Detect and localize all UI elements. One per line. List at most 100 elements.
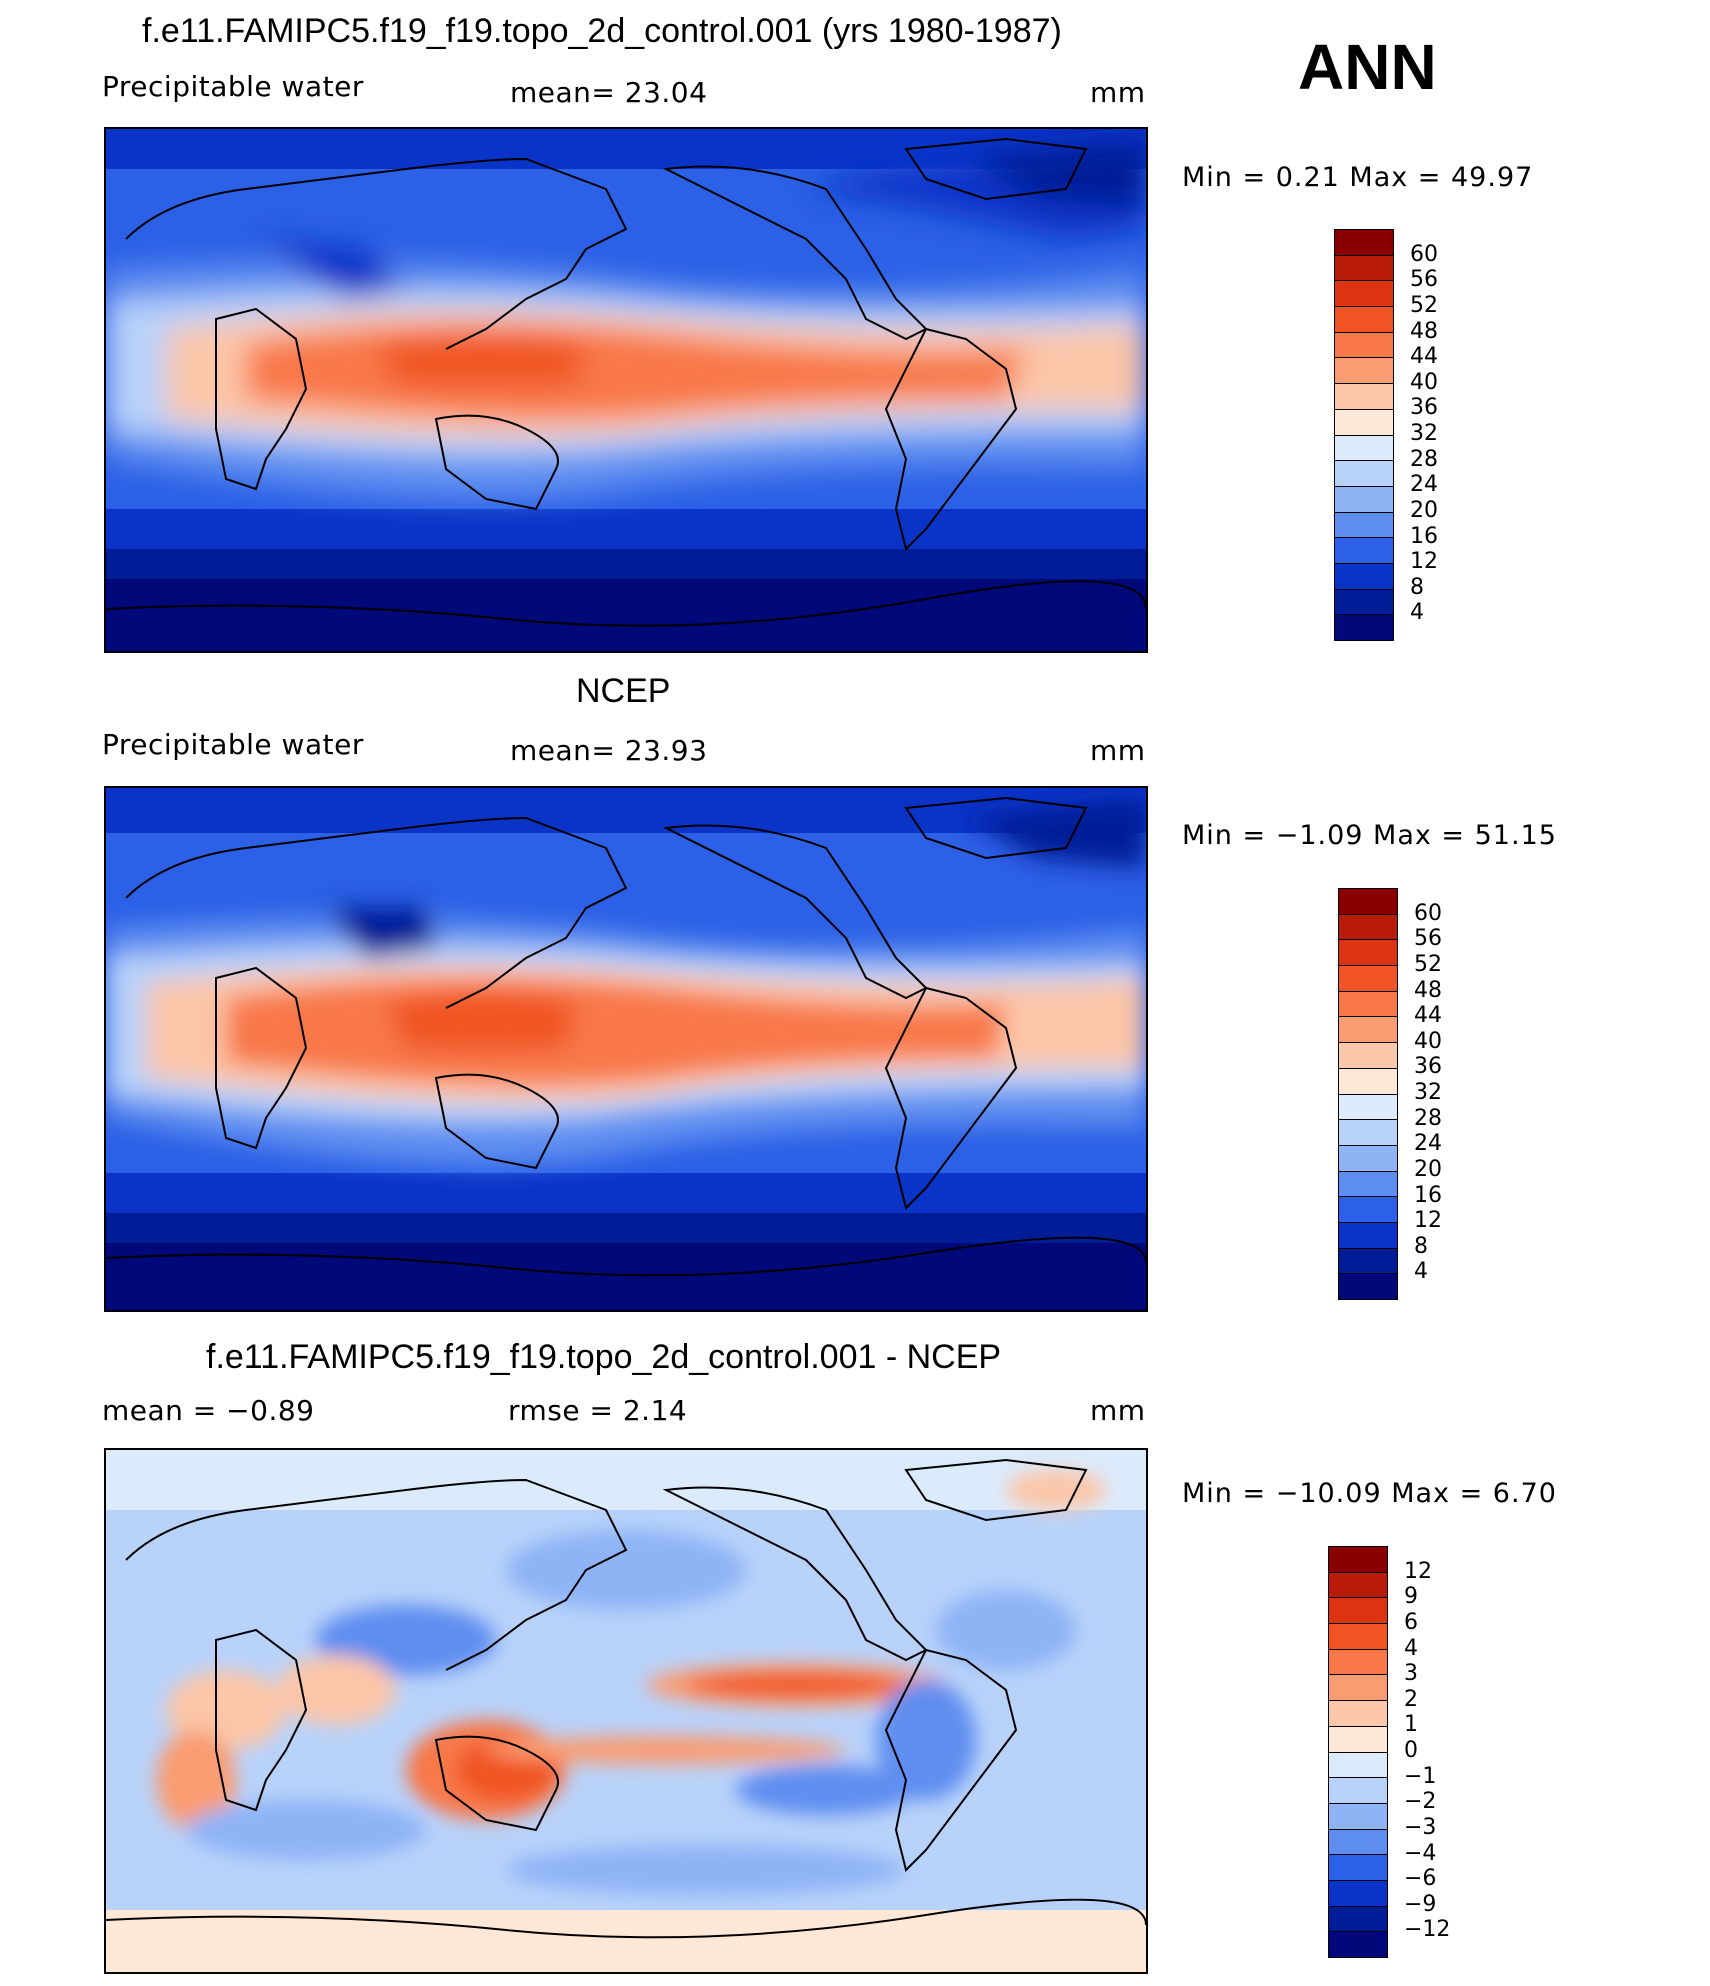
colorbar-level-label: 60 [1414,900,1442,926]
colorbar-level-label: 40 [1410,369,1438,395]
colorbar-box [1335,255,1393,282]
colorbar-level-label: −9 [1404,1891,1437,1917]
panel-1-coastlines [106,137,1146,627]
colorbar-level-label: 8 [1410,574,1424,600]
panel-2-colorbar [1338,888,1398,1300]
panel-1-colorbar-labels: 60 56 52 48 44 40 36 32 28 24 20 16 12 8 4 [1410,229,1470,639]
colorbar-box [1339,1043,1397,1069]
colorbar-level-label: 36 [1410,395,1438,421]
colorbar-box [1339,940,1397,967]
colorbar-box [1335,307,1393,333]
colorbar-level-label: 12 [1410,549,1438,575]
colorbar-box [1335,332,1393,359]
colorbar-box [1335,538,1393,564]
colorbar-level-label: 32 [1410,421,1438,446]
panel-2-coastlines [106,796,1146,1277]
colorbar-box [1339,1145,1397,1172]
colorbar-level-label: 36 [1414,1054,1442,1080]
colorbar-level-label: 8 [1414,1233,1428,1259]
colorbar-box [1329,1726,1387,1753]
colorbar-box [1335,512,1393,539]
colorbar-box [1335,435,1393,462]
panel-2-field [106,788,1146,1310]
colorbar-level-label: 56 [1410,267,1438,293]
colorbar-box [1329,1701,1387,1727]
colorbar-box [1339,966,1397,992]
colorbar-box [1339,1197,1397,1223]
colorbar-level-label: 28 [1414,1105,1442,1131]
panel-1-variable-label: Precipitable water [102,70,364,103]
panel-3-minmax: Min = −10.09 Max = 6.70 [1182,1478,1557,1509]
colorbar-box [1339,889,1397,915]
colorbar-level-label: 3 [1404,1661,1418,1687]
colorbar-level-label: 1 [1404,1712,1418,1738]
panel-2-map [104,786,1148,1312]
colorbar-box [1329,1547,1387,1573]
colorbar-level-label: 56 [1414,926,1442,952]
colorbar-level-label: −12 [1404,1917,1451,1943]
panel-3-rmse-label: rmse = 2.14 [508,1394,688,1427]
colorbar-level-label: 9 [1404,1584,1418,1610]
colorbar-box [1335,384,1393,410]
colorbar-level-label: 6 [1404,1609,1418,1635]
colorbar-box [1339,1248,1397,1275]
colorbar-box [1329,1598,1387,1625]
colorbar-box [1339,1068,1397,1095]
colorbar-level-label: 52 [1414,951,1442,977]
colorbar-box [1335,589,1393,616]
colorbar-level-label: 4 [1410,600,1424,626]
colorbar-box [1329,1829,1387,1856]
colorbar-level-label: 32 [1414,1080,1442,1105]
colorbar-box [1339,914,1397,941]
colorbar-box [1335,409,1393,436]
colorbar-level-label: −3 [1404,1814,1437,1840]
panel-1-colorbar [1334,229,1394,641]
colorbar-level-label: 28 [1410,446,1438,472]
season-label: ANN [1298,31,1437,103]
colorbar-box [1329,1572,1387,1599]
panel-2-variable-label: Precipitable water [102,728,364,761]
colorbar-box [1329,1932,1387,1957]
colorbar-level-label: 0 [1404,1738,1418,1763]
colorbar-box [1335,358,1393,385]
colorbar-level-label: 2 [1404,1686,1418,1712]
panel-3-map [104,1448,1148,1974]
panel-1-units: mm [1090,76,1146,109]
colorbar-box [1329,1880,1387,1907]
colorbar-box [1339,1120,1397,1146]
colorbar-level-label: 44 [1414,1003,1442,1029]
colorbar-box [1339,1017,1397,1044]
colorbar-box [1339,1094,1397,1121]
panel-3-colorbar [1328,1546,1388,1958]
panel-3-units: mm [1090,1394,1146,1427]
panel-3-coastlines [106,1458,1146,1939]
colorbar-level-label: 20 [1414,1156,1442,1182]
colorbar-box [1335,615,1393,640]
panel-2-title: NCEP [576,672,671,710]
panel-2-units: mm [1090,734,1146,767]
panel-1-map [104,127,1148,653]
colorbar-level-label: 40 [1414,1028,1442,1054]
colorbar-box [1329,1649,1387,1676]
colorbar-box [1329,1778,1387,1804]
colorbar-box [1329,1624,1387,1650]
colorbar-box [1339,1171,1397,1198]
colorbar-level-label: −4 [1404,1840,1437,1866]
colorbar-level-label: 60 [1410,241,1438,267]
colorbar-level-label: 24 [1410,472,1438,498]
colorbar-box [1335,281,1393,308]
colorbar-level-label: 44 [1410,344,1438,370]
panel-1-field [106,129,1146,651]
colorbar-level-label: −6 [1404,1866,1437,1892]
colorbar-level-label: 4 [1404,1635,1418,1661]
colorbar-box [1329,1906,1387,1933]
colorbar-box [1339,991,1397,1018]
panel-3-mean-label: mean = −0.89 [102,1394,315,1427]
colorbar-level-label: 16 [1414,1182,1442,1208]
colorbar-level-label: 12 [1404,1558,1432,1584]
colorbar-level-label: 24 [1414,1131,1442,1157]
panel-2-colorbar-labels: 60 56 52 48 44 40 36 32 28 24 20 16 12 8 4 [1414,888,1474,1298]
colorbar-box [1339,1274,1397,1299]
colorbar-level-label: 48 [1414,977,1442,1003]
panel-2-minmax: Min = −1.09 Max = 51.15 [1182,820,1557,851]
